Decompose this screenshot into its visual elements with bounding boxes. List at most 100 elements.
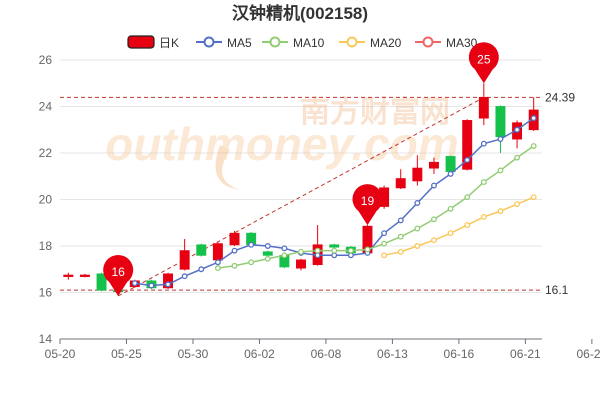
legend-label: MA5 [227,36,252,50]
reference-lines: 24.39 16.1 [60,90,575,297]
ma20-point [431,237,437,244]
legend-symbol-dot [422,36,434,48]
ma5-point [198,266,205,273]
candle-body [229,232,240,246]
legend-label: 日K [159,36,179,50]
ma20-point [497,208,504,215]
callout-pin [103,254,134,296]
ma5-point [464,157,471,163]
ma5-point [397,217,404,224]
callout-pin [468,42,499,84]
candle [428,157,439,174]
legend-label: MA10 [293,36,325,50]
y-tick-label: 24 [39,100,53,114]
candle-body [179,250,190,270]
candle [212,242,223,262]
candle [79,273,90,278]
ma5-point [331,252,338,259]
legend-item-日k[interactable]: 日K [127,35,179,50]
candle [229,230,240,246]
ma20-point [480,213,487,220]
candle-body [296,259,306,269]
ma10-point [514,154,521,161]
ma10-point [414,225,421,232]
price-callout: 25 [468,42,499,84]
x-tick-label: 06-13 [377,347,408,361]
reference-label: 16.1 [545,283,569,297]
legend-symbol [127,35,155,49]
candle [179,239,190,271]
x-tick-label: 06-21 [510,347,541,361]
y-tick-label: 14 [39,332,53,346]
candle-body [495,106,506,138]
watermark: outhmoney.com 南方财富网 [105,95,459,190]
candle-body [329,244,340,248]
chart-title: 汉钟精机(002158) [232,3,368,23]
candle-body [412,167,423,182]
ma20-point [464,222,471,229]
x-tick-label: 06-24 [577,347,600,361]
ma20-point [414,243,421,249]
candle-body [428,161,439,169]
candle [395,169,406,190]
legend-symbol-dot [346,36,358,48]
candle [312,225,323,266]
ma20-point [381,252,388,259]
candle [63,272,74,280]
candle-body [196,244,207,256]
price-callouts: 16 19 25 [103,42,499,296]
ma10-point [431,216,437,223]
y-tick-label: 18 [39,239,53,253]
ma5-point [231,247,238,254]
x-tick-label: 06-02 [244,347,275,361]
ma10-point [331,247,338,254]
legend-item-ma30[interactable]: MA30 [415,36,478,50]
chart-legend[interactable]: 日K MA5 MA10 MA20 MA30 [127,35,478,50]
ma20-point [397,248,404,255]
legend-item-ma5[interactable]: MA5 [196,36,252,50]
ma5-point [497,136,504,142]
ma10-point [214,265,221,272]
ma20-line [383,196,534,257]
ma10-point [314,247,321,254]
candle [478,83,489,126]
ma5-point [381,230,388,237]
ma5-point [530,115,537,122]
y-tick-label: 20 [39,193,53,207]
ma10-point [347,247,354,254]
candle-body [212,243,223,261]
ma20-point [447,230,454,237]
candle [296,258,306,271]
candle-body [262,251,273,256]
svg-text:outhmoney.com: outhmoney.com [105,118,459,170]
candle-body [462,120,473,170]
callout-pin [352,184,383,226]
ma10-point [298,248,304,255]
candle [495,105,506,153]
ma10-point [364,246,371,253]
candle-body [63,274,74,277]
ma5-point [314,252,321,259]
price-callout: 16 [103,254,134,296]
reference-label: 24.39 [545,90,575,104]
y-axis: 14 16 18 20 22 24 26 [39,53,53,346]
ma5-point [181,273,188,280]
ma5-point [165,281,171,288]
ma20-point [530,194,537,201]
candle-body [163,273,174,289]
ma5-point [248,241,255,248]
candle [262,250,273,257]
ma5-point [514,126,521,133]
legend-item-ma10[interactable]: MA10 [262,36,325,50]
legend-item-ma20[interactable]: MA20 [339,36,402,50]
x-tick-label: 06-08 [311,347,342,361]
candle [512,120,523,149]
ma10-point [480,179,487,186]
ma10-point [497,167,504,174]
ma10-point [231,262,238,269]
y-tick-label: 16 [39,286,53,300]
ma5-point [148,282,155,289]
ma5-point [347,252,354,259]
y-tick-label: 22 [39,146,53,160]
